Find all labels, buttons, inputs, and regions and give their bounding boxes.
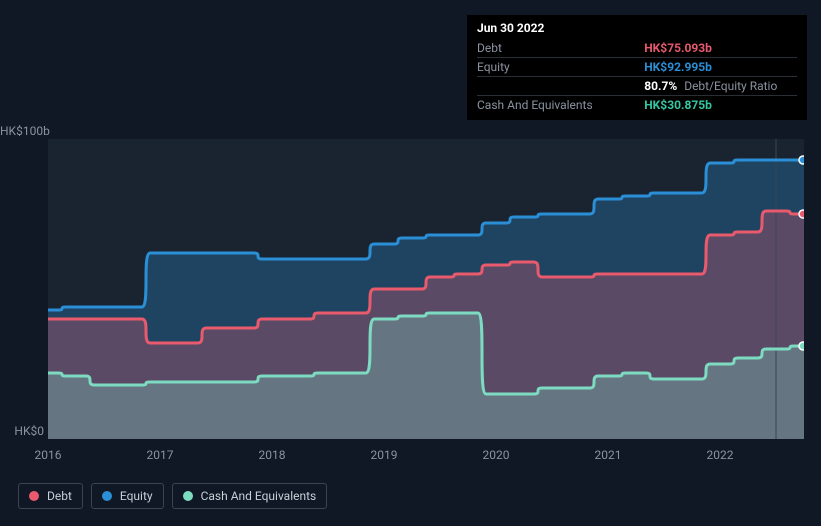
tooltip-row-value: 80.7% Debt/Equity Ratio <box>644 77 797 96</box>
legend-dot-icon <box>29 491 39 501</box>
legend-item-debt[interactable]: Debt <box>18 483 83 509</box>
x-axis-label: 2019 <box>371 448 398 462</box>
y-axis-label: HK$0 <box>0 424 44 438</box>
legend-dot-icon <box>183 491 193 501</box>
legend-item-cash-and-equivalents[interactable]: Cash And Equivalents <box>172 483 328 509</box>
end-marker-cash <box>799 342 804 350</box>
tooltip-row-label: Equity <box>477 58 644 77</box>
x-axis-label: 2016 <box>35 448 62 462</box>
tooltip-table: DebtHK$75.093bEquityHK$92.995b80.7% Debt… <box>477 39 797 114</box>
y-axis-label: HK$100b <box>0 124 44 138</box>
legend-label: Equity <box>120 489 153 503</box>
legend-item-equity[interactable]: Equity <box>91 483 164 509</box>
end-marker-equity <box>799 156 804 164</box>
tooltip-row-value: HK$92.995b <box>644 58 797 77</box>
tooltip-row-value: HK$30.875b <box>644 96 797 115</box>
chart-legend: Debt Equity Cash And Equivalents <box>18 483 327 509</box>
tooltip-row-label: Cash And Equivalents <box>477 96 644 115</box>
tooltip-date: Jun 30 2022 <box>477 21 797 39</box>
legend-label: Debt <box>47 489 72 503</box>
x-axis-label: 2017 <box>147 448 174 462</box>
chart-tooltip: Jun 30 2022 DebtHK$75.093bEquityHK$92.99… <box>467 15 807 120</box>
x-axis-label: 2022 <box>707 448 734 462</box>
x-axis-label: 2018 <box>259 448 286 462</box>
end-marker-debt <box>799 210 804 218</box>
legend-label: Cash And Equivalents <box>201 489 317 503</box>
chart-plot-area <box>48 139 804 439</box>
tooltip-row-value: HK$75.093b <box>644 39 797 58</box>
tooltip-row-label <box>477 77 644 96</box>
x-axis-label: 2020 <box>483 448 510 462</box>
legend-dot-icon <box>102 491 112 501</box>
tooltip-row-label: Debt <box>477 39 644 58</box>
area-chart-svg <box>48 139 804 439</box>
x-axis-label: 2021 <box>595 448 622 462</box>
